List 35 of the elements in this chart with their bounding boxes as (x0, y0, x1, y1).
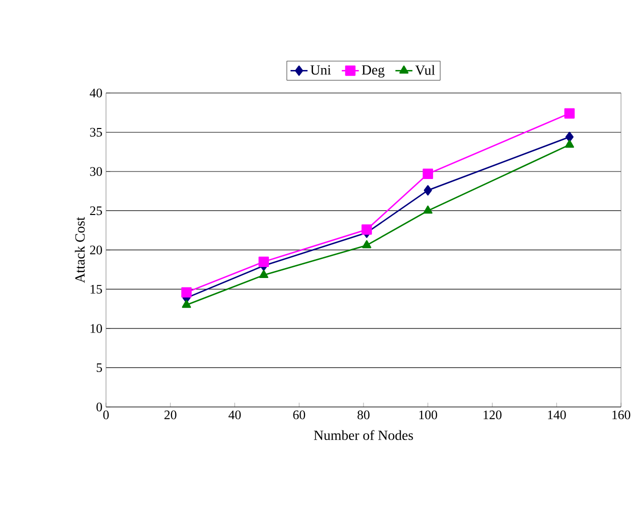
x-tick-label: 140 (548, 410, 566, 420)
y-tick-label: 30 (90, 167, 102, 176)
point (423, 206, 432, 214)
legend-label: Uni (310, 65, 331, 75)
x-tick-label: 60 (293, 410, 306, 420)
y-tick-label: 0 (96, 402, 102, 412)
y-tick-label: 10 (90, 324, 102, 333)
point (565, 132, 574, 142)
y-tick-label: 25 (90, 206, 102, 216)
y-tick-label: 40 (90, 88, 102, 98)
x-tick-label: 80 (358, 410, 370, 420)
y-tick-label: 5 (96, 363, 102, 372)
y-tick-label: 20 (90, 246, 102, 254)
x-tick-label: 100 (419, 410, 438, 420)
legend-label: Deg (362, 65, 384, 78)
point (182, 300, 192, 308)
point (362, 240, 372, 248)
point (258, 256, 269, 267)
legend-label: Vul (415, 65, 435, 75)
x-tick-label: 20 (164, 410, 176, 420)
point (362, 224, 372, 235)
x-tick-label: 0 (103, 410, 109, 420)
y-tick-label: 15 (90, 284, 102, 294)
x-tick-label: 160 (612, 410, 630, 420)
x-tick-label: 120 (484, 410, 502, 420)
point (564, 140, 574, 148)
point (564, 108, 575, 119)
x-axis-title: Number of Nodes (314, 430, 413, 440)
point (422, 168, 434, 180)
point (424, 185, 432, 196)
y-axis-title: Attack Cost (74, 216, 85, 283)
x-tick-label: 40 (228, 410, 241, 420)
point (259, 270, 268, 278)
point (181, 287, 192, 298)
y-tick-label: 35 (90, 128, 102, 137)
